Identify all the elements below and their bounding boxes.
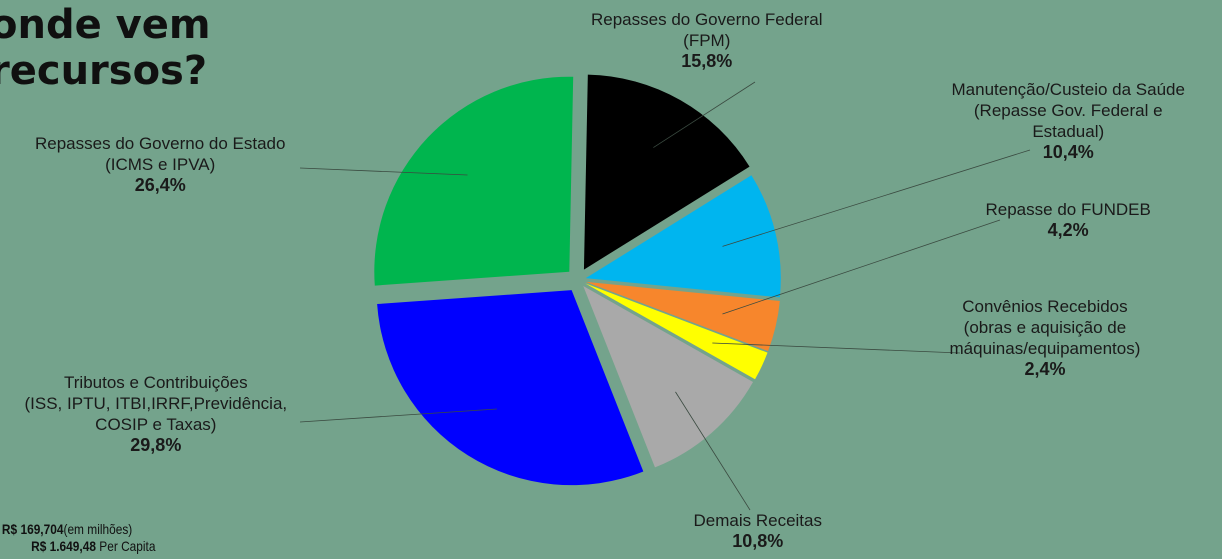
- footer-per-capita: R$ 1.649,48: [31, 538, 96, 554]
- slice-label-line: Repasse do FUNDEB: [985, 200, 1151, 219]
- leader-line-tributos-e-contribuicoes-iss-iptu-itbi-i: [299, 408, 497, 423]
- slice-label-line: (FPM): [683, 31, 731, 50]
- slice-label-line: Repasses do Governo do Estado: [35, 134, 286, 153]
- slice-label-repasses-do-governo-federal-fpm: Repasses do Governo Federal (FPM) 15,8%: [591, 9, 823, 72]
- slice-percent-label: 15,8%: [681, 51, 733, 71]
- slice-label-line: Tributos e Contribuições: [64, 373, 248, 392]
- footer-per-capita-line: R$ 1.649,48 Per Capita: [0, 538, 155, 555]
- footer-total: R$ 169,704: [1, 521, 64, 537]
- page-title: onde vem recursos?: [0, 2, 211, 94]
- slice-label-manutencao-custeio-da-saude-repasse-gov-: Manutenção/Custeio da Saúde (Repasse Gov.…: [952, 79, 1185, 163]
- slice-percent-label: 10,4%: [1042, 142, 1094, 162]
- slice-percent-label: 4,2%: [1047, 220, 1089, 240]
- leader-line-repasses-do-governo-federal-fpm: [653, 81, 756, 148]
- slice-label-demais-receitas: Demais Receitas 10,8%: [694, 510, 823, 552]
- slice-label-repasses-do-governo-do-estado-icms-e-ipv: Repasses do Governo do Estado (ICMS e IPV…: [35, 133, 285, 196]
- budget-footer: e R$ 169,704(em milhões) R$ 1.649,48 Per…: [0, 521, 156, 555]
- slice-percent-label: 10,8%: [732, 531, 784, 551]
- slice-label-convenios-recebidos-obras-e-aquisicao-de: Convênios Recebidos (obras e aquisição de…: [950, 296, 1141, 380]
- slice-label-line: (Repasse Gov. Federal e: [973, 101, 1163, 120]
- slice-label-line: (obras e aquisição de: [963, 318, 1127, 337]
- slice-label-tributos-e-contribuicoes-iss-iptu-itbi-i: Tributos e Contribuições (ISS, IPTU, ITBI…: [25, 372, 288, 456]
- leader-line-convenios-recebidos-obras-e-aquisicao-de: [712, 342, 961, 354]
- pie-slice-convenios-recebidos-obras-e-aquisicao-de: [585, 283, 768, 380]
- pie-slice-tributos-e-contribuicoes-iss-iptu-itbi-i: [377, 290, 644, 486]
- leader-line-repasses-do-governo-do-estado-icms-e-ipv: [299, 167, 468, 176]
- footer-per-capita-label: Per Capita: [99, 538, 156, 554]
- slice-label-line: Convênios Recebidos: [962, 297, 1128, 316]
- leader-line-demais-receitas: [675, 391, 751, 511]
- slice-label-line: máquinas/equipamentos): [949, 339, 1141, 358]
- footer-total-unit: (em milhões): [63, 521, 133, 537]
- leader-line-manutencao-custeio-da-saude-repasse-gov-: [722, 149, 1031, 247]
- slice-label-line: COSIP e Taxas): [95, 415, 217, 434]
- pie-slice-repasse-do-fundeb: [585, 281, 780, 352]
- slice-percent-label: 2,4%: [1024, 359, 1066, 379]
- title-line-1: onde vem: [0, 2, 211, 48]
- leader-line-repasse-do-fundeb: [722, 219, 1001, 315]
- slice-label-repasse-do-fundeb: Repasse do FUNDEB 4,2%: [986, 199, 1151, 241]
- slice-label-line: (ISS, IPTU, ITBI,IRRF,Previdência,: [24, 394, 288, 413]
- slice-label-line: (ICMS e IPVA): [105, 155, 216, 174]
- slice-label-line: Demais Receitas: [693, 511, 823, 530]
- slice-label-line: Estadual): [1032, 122, 1105, 141]
- slice-percent-label: 26,4%: [134, 175, 186, 195]
- slice-label-line: Manutenção/Custeio da Saúde: [951, 80, 1185, 99]
- slice-label-line: Repasses do Governo Federal: [591, 10, 823, 29]
- footer-total-line: e R$ 169,704(em milhões): [0, 521, 155, 538]
- pie-slice-repasses-do-governo-federal-fpm: [583, 74, 750, 270]
- pie-slice-manutencao-custeio-da-saude-repasse-gov-: [585, 175, 781, 298]
- title-line-2: recursos?: [0, 48, 208, 94]
- pie-slice-demais-receitas: [583, 286, 754, 468]
- pie-slice-repasses-do-governo-do-estado-icms-e-ipv: [374, 76, 574, 286]
- slice-percent-label: 29,8%: [130, 435, 182, 455]
